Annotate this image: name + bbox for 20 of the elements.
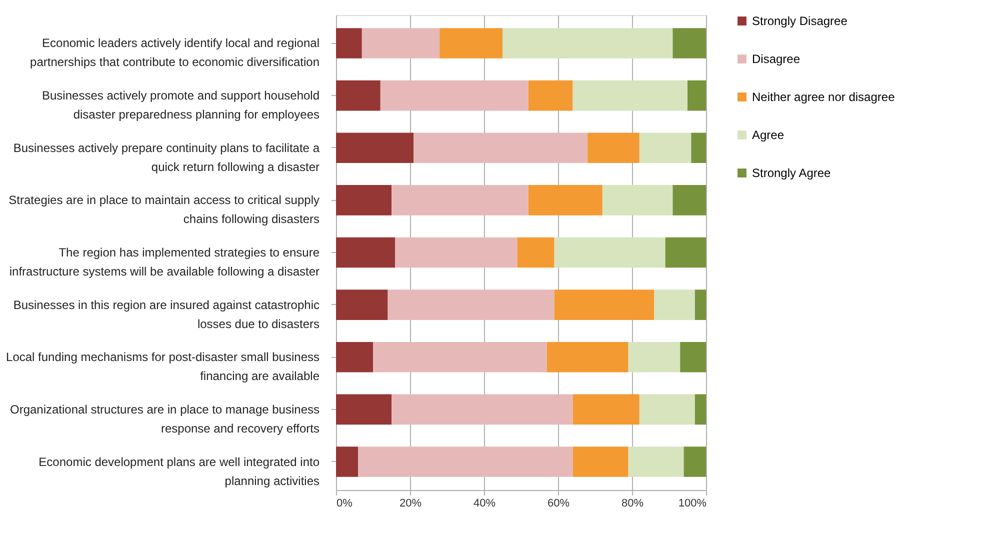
y-tick-label: Strategies are in place to maintain access to critical supply chains following disasters	[8, 193, 320, 226]
legend-label: Disagree	[752, 52, 800, 66]
x-tick-label: 100%	[678, 498, 707, 510]
legend-label: Strongly Disagree	[752, 14, 848, 28]
legend-label: Strongly Agree	[752, 166, 832, 180]
x-tick-label: 40%	[473, 498, 496, 510]
legend-label: Agree	[752, 128, 784, 142]
x-tick-label: 0%	[336, 498, 353, 510]
y-tick-label: The region has implemented strategies to ensure infrastructure systems will be available following a disaster	[9, 246, 320, 278]
y-tick-label: Organizational structures are in place to manage business response and recovery efforts	[10, 402, 320, 436]
y-tick-label: Businesses actively prepare continuity plans to facilitate a quick return following a disaster	[13, 140, 320, 174]
x-tick-label: 60%	[547, 498, 570, 510]
x-tick-label: 20%	[399, 498, 422, 510]
y-tick-label: Local funding mechanisms for post-disaster small business financing are available	[6, 350, 320, 384]
x-tick-label: 80%	[621, 498, 644, 510]
y-tick-label: Economic leaders actively identify local and regional partnerships that contribute to economic diversification	[30, 36, 320, 70]
legend-label: Neither agree nor disagree	[752, 90, 896, 104]
y-tick-label: Businesses in this region are insured against catastrophic losses due to disasters	[13, 298, 320, 331]
y-tick-label: Economic development plans are well integrated into planning activities	[38, 454, 320, 488]
y-tick-label: Businesses actively promote and support household disaster preparedness planning for employees	[42, 88, 320, 122]
